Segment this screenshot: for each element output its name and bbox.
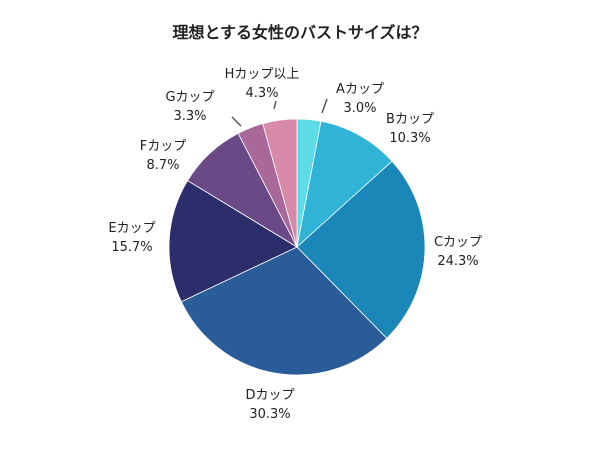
slice-label-h-plus: Hカップ以上 4.3% (225, 67, 300, 101)
slice-category-label: Eカップ (108, 221, 155, 236)
slice-value-label: 30.3% (249, 407, 290, 422)
slice-label-g: Gカップ 3.3% (165, 90, 214, 124)
slice-category-label: Bカップ (386, 112, 434, 127)
pie-slice-c (296, 160, 426, 339)
slice-value-label: 8.7% (146, 158, 179, 173)
slice-value-label: 24.3% (437, 254, 478, 269)
slice-labels: Aカップ 3.0% Bカップ 10.3% Cカップ 24.3% Dカップ 30.3% Eカップ 1… (108, 67, 482, 422)
leader-line-h-plus (273, 100, 277, 110)
slice-value-label: 3.0% (343, 101, 376, 116)
chart-title: 理想とする女性のバストサイズは？ (172, 23, 427, 42)
slice-category-label: Hカップ以上 (225, 67, 300, 82)
slice-category-label: Cカップ (434, 235, 482, 250)
slice-label-f: Fカップ 8.7% (140, 139, 186, 173)
slice-label-b: Bカップ 10.3% (386, 112, 434, 146)
leader-line-a (321, 98, 328, 114)
slice-category-label: Aカップ (336, 82, 384, 97)
leader-lines (231, 98, 328, 127)
pie-slice-h-plus (262, 118, 298, 248)
slice-label-e: Eカップ 15.7% (108, 221, 155, 255)
pie-slice-e (168, 180, 298, 303)
pie-slices (168, 118, 426, 376)
slice-value-label: 4.3% (245, 86, 278, 101)
slice-category-label: Fカップ (140, 139, 186, 154)
slice-label-d: Dカップ 30.3% (245, 388, 294, 422)
pie-slice-d (180, 246, 388, 376)
slice-value-label: 3.3% (173, 109, 206, 124)
pie-slice-b (296, 120, 393, 249)
slice-label-c: Cカップ 24.3% (434, 235, 482, 269)
slice-category-label: Dカップ (245, 388, 294, 403)
slice-value-label: 15.7% (111, 240, 152, 255)
slice-value-label: 10.3% (389, 131, 430, 146)
leader-line-g (231, 116, 242, 127)
slice-category-label: Gカップ (165, 90, 214, 105)
slice-label-a: Aカップ 3.0% (336, 82, 384, 116)
